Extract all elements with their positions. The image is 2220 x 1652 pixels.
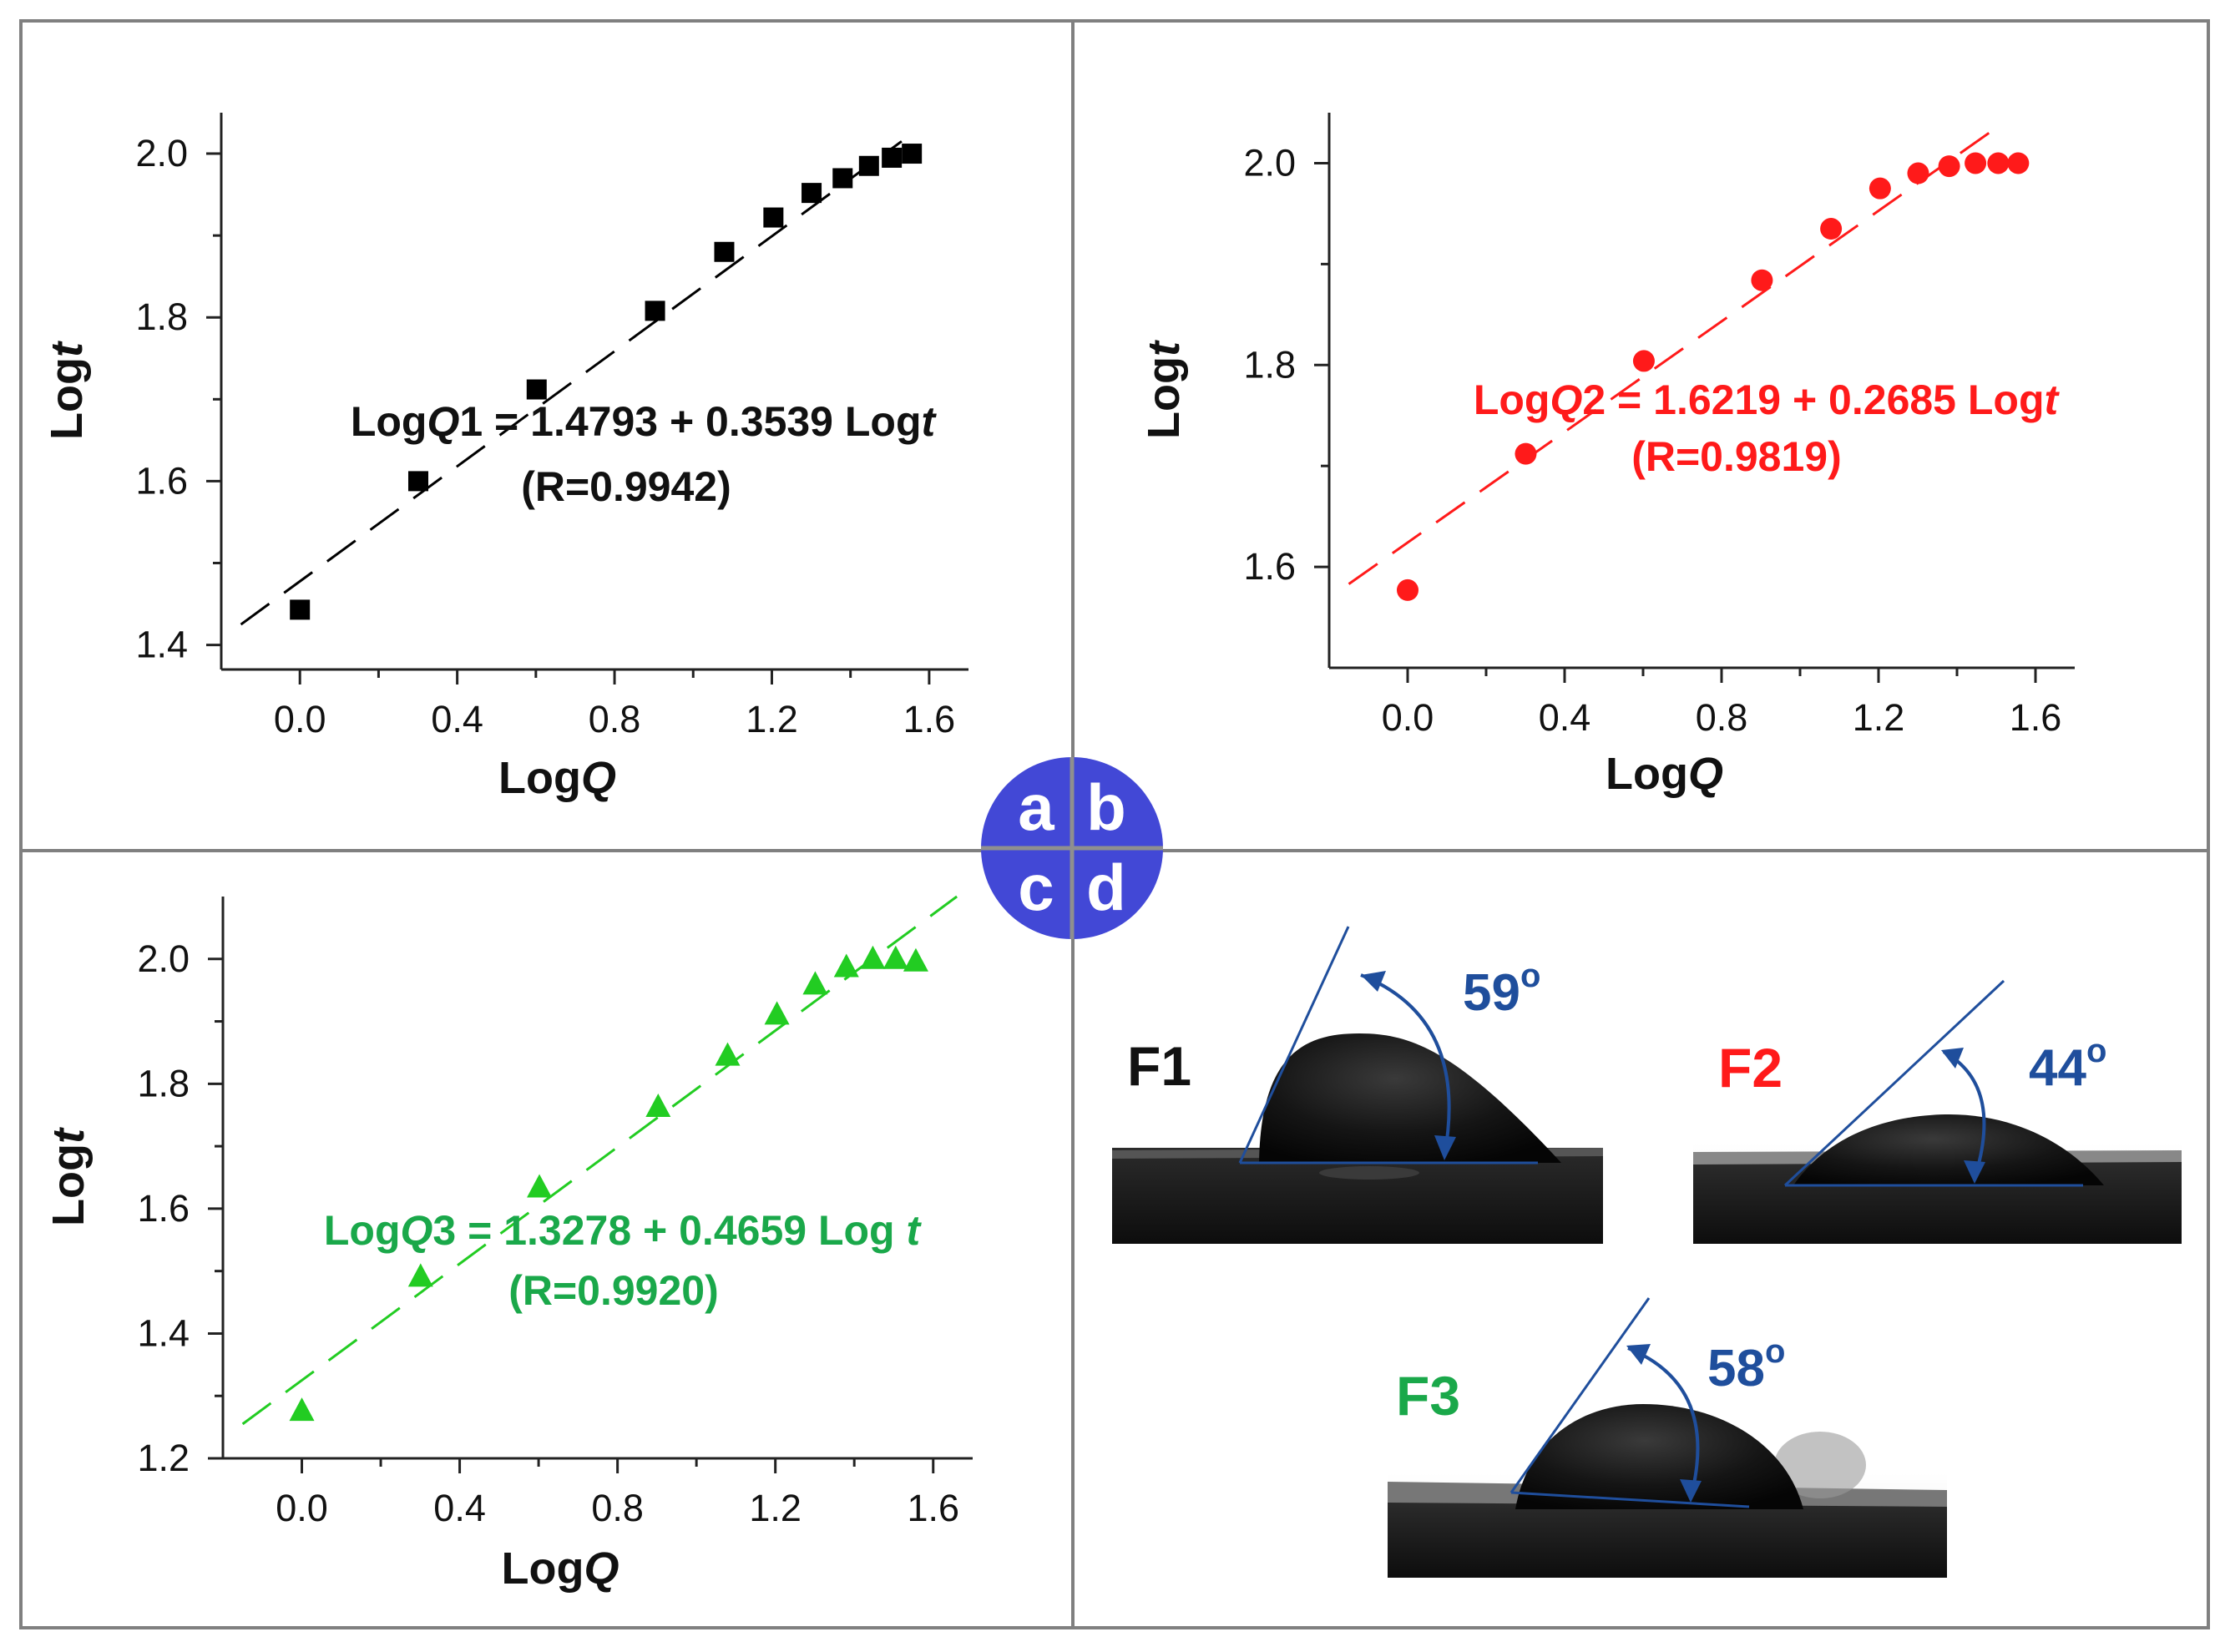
- data-point: [1397, 578, 1418, 601]
- data-point: [289, 1397, 315, 1422]
- data-point: [1938, 155, 1960, 178]
- y-tick-label: 1.6: [1243, 545, 1296, 588]
- badge-letter-c: c: [1018, 851, 1054, 924]
- data-point: [526, 379, 547, 400]
- y-tick-label: 1.4: [137, 1311, 190, 1354]
- x-tick-label: 0.4: [431, 698, 483, 740]
- y-tick-label: 1.2: [137, 1437, 190, 1479]
- badge-letter-a: a: [1018, 770, 1054, 844]
- contact-angle-photo-f3: [1388, 1297, 1947, 1578]
- badge-letter-b: b: [1086, 770, 1126, 844]
- data-point: [714, 241, 735, 262]
- chart-panel-b: 0.0 0.4 0.8 1.2 1.6 1.6 1.8 2.0 LogQ Logt: [1139, 113, 2075, 799]
- data-point: [290, 599, 311, 620]
- contact-angle-photo-f2: [1693, 979, 2182, 1244]
- data-point: [903, 947, 928, 972]
- x-axis-title: LogQ: [502, 1543, 619, 1594]
- data-point: [858, 155, 879, 176]
- data-point: [407, 471, 428, 492]
- photo-label-f3: F3: [1396, 1365, 1460, 1427]
- y-tick-label: 1.4: [135, 624, 188, 666]
- x-tick-label: 0.8: [589, 698, 641, 740]
- x-tick-label: 1.2: [1853, 696, 1905, 739]
- y-tick-label: 1.8: [135, 296, 188, 338]
- data-point: [802, 183, 822, 204]
- x-tick-label: 0.4: [1539, 696, 1591, 739]
- data-point: [645, 1094, 671, 1118]
- equation-a: LogQ1 = 1.4793 + 0.3539 Logt: [351, 398, 938, 445]
- data-point: [645, 301, 665, 321]
- x-tick-label: 1.2: [749, 1487, 802, 1529]
- data-point: [882, 147, 903, 168]
- x-axis-title: LogQ: [1606, 749, 1723, 799]
- y-axis-title: Logt: [42, 341, 92, 440]
- x-tick-label: 0.8: [591, 1487, 644, 1529]
- x-tick-label: 0.0: [274, 698, 326, 740]
- data-point: [832, 168, 853, 189]
- y-tick-label: 1.8: [137, 1062, 190, 1104]
- fit-line: [1348, 126, 1997, 585]
- data-point: [1751, 269, 1773, 291]
- y-axis-title: Logt: [1139, 340, 1189, 439]
- x-axis-title: LogQ: [498, 753, 616, 803]
- data-point: [2007, 152, 2030, 174]
- r-value-b: (R=0.9819): [1631, 433, 1842, 480]
- fit-line: [241, 895, 958, 1426]
- contact-angle-photo-f1: [1112, 926, 1603, 1244]
- data-point: [1515, 442, 1537, 465]
- data-point: [833, 953, 859, 978]
- y-tick-label: 1.6: [135, 459, 188, 502]
- x-tick-label: 1.6: [2010, 696, 2062, 739]
- data-point: [1820, 218, 1843, 240]
- data-point: [764, 1001, 790, 1025]
- data-point: [1632, 350, 1655, 372]
- x-tick-label: 0.8: [1696, 696, 1748, 739]
- data-point: [407, 1263, 433, 1287]
- x-tick-label: 0.4: [433, 1487, 486, 1529]
- data-point: [1907, 162, 1929, 184]
- r-value-c: (R=0.9920): [508, 1267, 719, 1314]
- x-tick-label: 1.2: [746, 698, 798, 740]
- y-tick-label: 1.8: [1243, 343, 1296, 386]
- x-tick-label: 1.6: [907, 1487, 959, 1529]
- panel-badge: a b c d: [981, 757, 1163, 939]
- equation-b: LogQ2 = 1.6219 + 0.2685 Logt: [1474, 376, 2061, 423]
- fit-line: [240, 140, 903, 626]
- y-tick-label: 2.0: [135, 132, 188, 174]
- y-tick-label: 2.0: [1243, 141, 1296, 184]
- angle-label-f2: 44o: [2029, 1033, 2106, 1097]
- data-point: [715, 1042, 741, 1066]
- angle-label-f1: 59o: [1463, 957, 1540, 1022]
- equation-c: LogQ3 = 1.3278 + 0.4659 Log t: [324, 1207, 923, 1254]
- y-tick-label: 2.0: [137, 937, 190, 980]
- badge-letter-d: d: [1086, 851, 1126, 924]
- data-point: [1869, 177, 1891, 200]
- data-point: [902, 144, 923, 164]
- chart-panel-a: 0.0 0.4 0.8 1.2 1.6 1.4 1.6 1.8 2.0 LogQ Logt: [42, 113, 968, 803]
- x-tick-label: 0.0: [1382, 696, 1434, 739]
- x-tick-label: 0.0: [276, 1487, 328, 1529]
- data-point: [527, 1174, 553, 1198]
- data-point: [1965, 152, 1987, 174]
- data-point: [763, 207, 784, 228]
- r-value-a: (R=0.9942): [521, 463, 731, 510]
- photo-label-f1: F1: [1127, 1035, 1191, 1097]
- data-point: [860, 945, 886, 969]
- x-tick-label: 1.6: [903, 698, 956, 740]
- data-point: [1987, 152, 2010, 174]
- chart-panel-c: 0.0 0.4 0.8 1.2 1.6 1.2 1.4 1.6 1.8 2.0 LogQ Logt: [43, 895, 973, 1594]
- y-tick-label: 1.6: [137, 1187, 190, 1230]
- angle-label-f3: 58o: [1707, 1333, 1785, 1397]
- data-point: [802, 971, 828, 995]
- y-axis-title: Logt: [43, 1127, 94, 1226]
- photo-label-f2: F2: [1718, 1037, 1783, 1099]
- data-point: [882, 945, 908, 969]
